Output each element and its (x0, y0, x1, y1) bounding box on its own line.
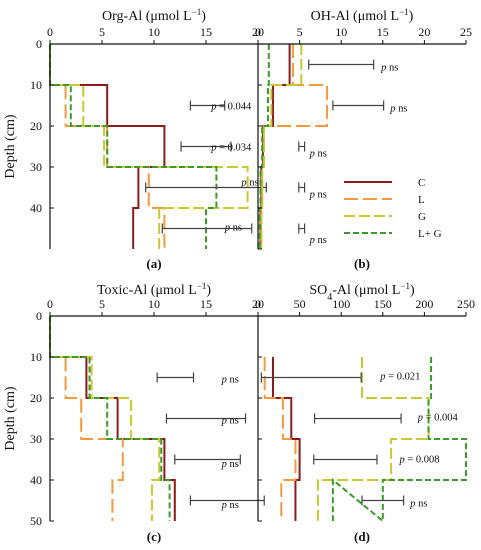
significance-label-b: p ns (309, 190, 327, 201)
legend-label: L+ G (418, 228, 442, 240)
x-tick-label-d: 250 (457, 297, 475, 311)
error-bar-d (361, 495, 405, 506)
series-line-c-lg (49, 316, 171, 521)
axis-title-b: OH-Al (μmol L−1) (311, 7, 414, 24)
series-line-d-l (263, 357, 297, 521)
x-tick-label-c: 10 (148, 297, 160, 311)
significance-label-c: p ns (221, 375, 239, 386)
x-tick-label-a: 5 (99, 25, 105, 39)
error-bar-b (298, 141, 306, 152)
legend: CLG L+ G (344, 177, 442, 240)
x-tick-label-b: 0 (255, 25, 261, 39)
y-tick-label-c: 20 (30, 391, 42, 405)
y-tick-label-a: 40 (30, 201, 42, 215)
panel-label-b: (b) (354, 256, 370, 271)
axis-title-a: Org-Al (μmol L−1) (102, 7, 206, 24)
series-line-b-l (260, 44, 329, 249)
error-bar-a (180, 141, 232, 152)
significance-label-b: p ns (389, 104, 407, 115)
series-line-c-l (49, 316, 124, 521)
series-line-a-l (49, 44, 166, 249)
significance-label-d: p = 0.004 (417, 412, 459, 423)
panel-b: OH-Al (μmol L−1) 0 5 10 15 20 25 p ns p ns p ns p … (255, 7, 472, 271)
y-tick-label-c: 30 (30, 432, 42, 446)
series-line-a-lg (49, 44, 218, 249)
x-tick-label-a: 10 (148, 25, 160, 39)
panel-label-d: (d) (354, 529, 370, 544)
y-tick-label-a: 0 (36, 37, 42, 51)
x-tick-label-a: 20 (252, 25, 264, 39)
legend-label: G (418, 211, 426, 223)
error-bar-c (174, 454, 241, 465)
y-tick-label-c: 10 (30, 350, 42, 364)
series-line-a-g (49, 44, 249, 249)
x-tick-label-b: 10 (335, 25, 347, 39)
series-line-d-lg (331, 357, 467, 524)
panel-a: Org-Al (μmol L−1)0 5 10 15 20010203040Depth … (3, 7, 267, 271)
y-axis-title-c: Depth (cm) (3, 386, 18, 450)
x-tick-label-a: 15 (200, 25, 212, 39)
panel-label-a: (a) (146, 256, 161, 271)
significance-label-d: p ns (409, 499, 427, 510)
error-bar-b (332, 100, 385, 111)
y-tick-label-c: 0 (36, 309, 42, 323)
legend-label: L (418, 194, 425, 206)
series-line-b-g (260, 44, 303, 249)
x-tick-label-b: 25 (460, 25, 472, 39)
x-tick-label-d: 0 (255, 297, 261, 311)
significance-label-d: p = 0.008 (398, 455, 439, 466)
x-tick-label-b: 15 (377, 25, 389, 39)
significance-label-c: p ns (221, 416, 239, 427)
y-tick-label-a: 30 (30, 160, 42, 174)
significance-label-c: p ns (221, 500, 239, 511)
error-bar-d (313, 413, 402, 424)
axis-title-c: Toxic-Al (μmol L−1) (97, 281, 211, 298)
error-bar-c (165, 413, 247, 424)
significance-label-a: p ns (224, 222, 242, 233)
significance-label-d: p = 0.021 (379, 371, 420, 382)
error-bar-b (308, 59, 375, 70)
error-bar-c (156, 372, 195, 383)
significance-label-a: p ns (240, 177, 258, 188)
x-tick-label-d: 150 (374, 297, 392, 311)
significance-label-b: p ns (309, 235, 327, 246)
x-tick-label-b: 5 (297, 25, 303, 39)
error-bar-c (189, 495, 265, 506)
y-tick-label-a: 20 (30, 119, 42, 133)
error-bar-b (298, 223, 306, 234)
axis-title-d: SO4-Al (μmol L−1) (309, 281, 415, 303)
series-line-d-g (316, 357, 430, 521)
error-bar-a (161, 223, 253, 234)
error-bar-d (313, 454, 378, 465)
y-tick-label-c: 50 (30, 514, 42, 528)
error-bar-a (145, 182, 267, 193)
error-bar-b (298, 182, 306, 193)
x-tick-label-c: 5 (99, 297, 105, 311)
x-tick-label-b: 20 (418, 25, 430, 39)
x-tick-label-d: 100 (332, 297, 350, 311)
x-tick-label-a: 0 (47, 25, 53, 39)
significance-label-a: p = 0.044 (210, 102, 252, 113)
x-tick-label-c: 15 (200, 297, 212, 311)
panel-label-c: (c) (147, 529, 161, 544)
series-line-b-c (259, 44, 291, 249)
error-bar-a (189, 100, 226, 111)
y-tick-label-a: 10 (30, 78, 42, 92)
significance-label-b: p ns (380, 63, 398, 74)
y-axis-title-a: Depth (cm) (3, 114, 18, 178)
panel-c: Toxic-Al (μmol L−1)0 5 10 15 2001020304050De… (3, 281, 265, 544)
x-tick-label-c: 20 (252, 297, 264, 311)
significance-label-c: p ns (221, 459, 239, 470)
significance-label-a: p = 0.034 (210, 143, 252, 154)
legend-label: C (418, 177, 425, 189)
panel-d: SO4-Al (μmol L−1) 0 50 100 150 200 250 p = 0.02… (255, 281, 475, 544)
y-tick-label-c: 40 (30, 473, 42, 487)
x-tick-label-d: 50 (294, 297, 306, 311)
x-tick-label-c: 0 (47, 297, 53, 311)
error-bar-d (260, 372, 362, 383)
significance-label-b: p ns (309, 149, 327, 160)
series-line-c-g (49, 316, 161, 521)
x-tick-label-d: 200 (415, 297, 433, 311)
